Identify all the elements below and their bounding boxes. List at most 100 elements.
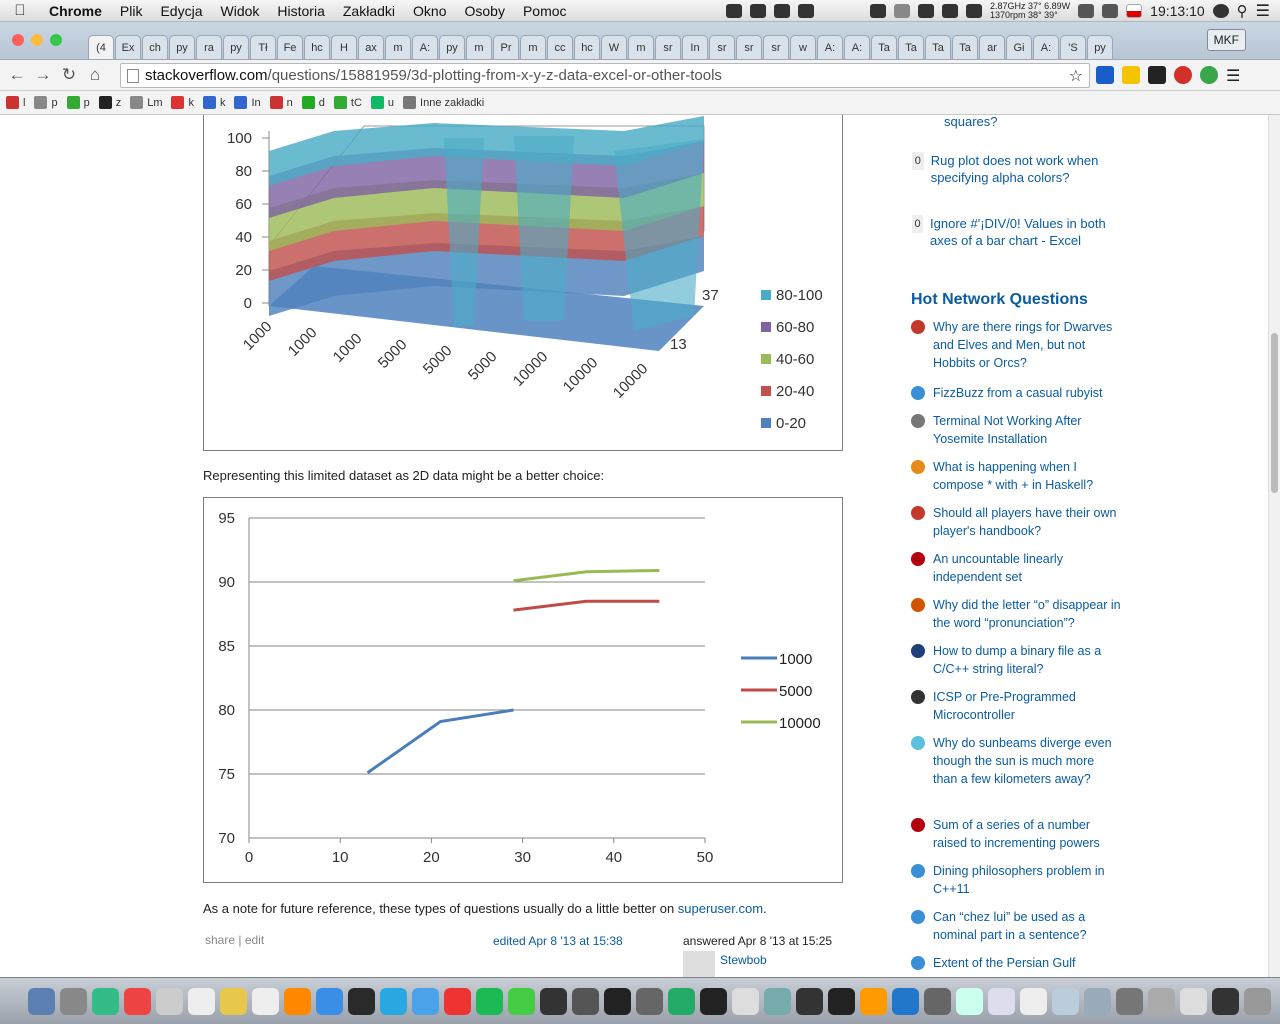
dock-app-icon[interactable] bbox=[700, 987, 727, 1015]
bookmark-item[interactable]: z bbox=[98, 96, 121, 109]
tab[interactable]: py bbox=[169, 35, 195, 59]
dock-app-icon[interactable] bbox=[988, 987, 1015, 1015]
dock-app-icon[interactable] bbox=[1020, 987, 1047, 1015]
dock-app-icon[interactable] bbox=[92, 987, 119, 1015]
dock-app-icon[interactable] bbox=[860, 987, 887, 1015]
tab[interactable]: Ex bbox=[115, 35, 141, 59]
bookmark-item[interactable]: In bbox=[234, 96, 261, 109]
tab[interactable]: A: bbox=[844, 35, 870, 59]
tab[interactable]: Ta bbox=[925, 35, 951, 59]
user-link[interactable]: Stewbob bbox=[720, 953, 767, 967]
menu-zakladki[interactable]: Zakładki bbox=[342, 2, 396, 19]
dock-app-icon[interactable] bbox=[508, 987, 535, 1015]
tab[interactable]: m bbox=[520, 35, 546, 59]
dock-app-icon[interactable] bbox=[732, 987, 759, 1015]
bookmark-item[interactable]: d bbox=[301, 96, 325, 109]
dock-app-icon[interactable] bbox=[828, 987, 855, 1015]
hot-question-link[interactable]: Sum of a series of a number raised to in… bbox=[933, 818, 1100, 850]
tab[interactable]: m bbox=[628, 35, 654, 59]
hot-network-questions-title[interactable]: Hot Network Questions bbox=[911, 291, 1088, 308]
status-icon-5[interactable] bbox=[869, 3, 886, 18]
status-icon-2[interactable] bbox=[749, 3, 766, 18]
tab[interactable]: hc bbox=[574, 35, 600, 59]
page-scrollbar[interactable] bbox=[1268, 115, 1280, 977]
tab[interactable]: py bbox=[223, 35, 249, 59]
tab[interactable]: ra bbox=[196, 35, 222, 59]
dock-app-icon[interactable] bbox=[1148, 987, 1175, 1015]
status-icon-3[interactable] bbox=[773, 3, 790, 18]
notifications-icon[interactable]: ☰ bbox=[1255, 2, 1270, 20]
tab[interactable]: 'S bbox=[1060, 35, 1086, 59]
menu-pomoc[interactable]: Pomoc bbox=[522, 2, 567, 19]
menu-plik[interactable]: Plik bbox=[119, 2, 143, 19]
profile-button[interactable]: MKF bbox=[1206, 29, 1246, 51]
bookmark-item[interactable]: tC bbox=[333, 96, 362, 109]
dock-app-icon[interactable] bbox=[156, 987, 183, 1015]
hot-question-link[interactable]: How to dump a binary file as a C/C++ str… bbox=[933, 644, 1102, 676]
bookmark-item[interactable]: n bbox=[269, 96, 293, 109]
dock-app-icon[interactable] bbox=[28, 987, 55, 1015]
tab[interactable]: (4 bbox=[88, 35, 114, 59]
bookmark-item[interactable]: l bbox=[6, 96, 25, 109]
menu-osoby[interactable]: Osoby bbox=[464, 2, 505, 19]
superuser-link[interactable]: superuser.com bbox=[677, 901, 764, 916]
dock-app-icon[interactable] bbox=[284, 987, 311, 1015]
tab[interactable]: Tł bbox=[250, 35, 276, 59]
avatar[interactable] bbox=[683, 951, 715, 977]
hot-question-link[interactable]: Why do sunbeams diverge even though the … bbox=[933, 736, 1112, 786]
zoom-window-button[interactable] bbox=[50, 34, 62, 46]
dock-app-icon[interactable] bbox=[668, 987, 695, 1015]
minimize-window-button[interactable] bbox=[31, 34, 43, 46]
status-icon-4[interactable] bbox=[797, 3, 814, 18]
related-question-link[interactable]: squares? bbox=[944, 115, 998, 129]
hot-question-link[interactable]: ICSP or Pre-Programmed Microcontroller bbox=[933, 690, 1076, 722]
dock-app-icon[interactable] bbox=[1212, 987, 1239, 1015]
edited-timestamp[interactable]: edited Apr 8 '13 at 15:38 bbox=[493, 934, 623, 948]
tab[interactable]: py bbox=[439, 35, 465, 59]
dock-app-icon[interactable] bbox=[636, 987, 663, 1015]
edit-link[interactable]: edit bbox=[244, 933, 265, 947]
status-icon-7[interactable] bbox=[941, 3, 958, 18]
tab[interactable]: sr bbox=[736, 35, 762, 59]
tab[interactable]: w bbox=[790, 35, 816, 59]
dock-app-icon[interactable] bbox=[1116, 987, 1143, 1015]
tab[interactable]: Gi bbox=[1006, 35, 1032, 59]
dock-app-icon[interactable] bbox=[188, 987, 215, 1015]
tab[interactable]: H bbox=[331, 35, 357, 59]
spotlight-icon[interactable]: ⚲ bbox=[1236, 2, 1248, 20]
related-question-link[interactable]: Ignore #'¡DIV/0! Values in both axes of … bbox=[930, 216, 1106, 248]
tab[interactable]: ar bbox=[979, 35, 1005, 59]
hot-question-link[interactable]: Why did the letter “o” disappear in the … bbox=[933, 598, 1121, 630]
shield-icon[interactable] bbox=[893, 3, 910, 18]
tab[interactable]: m bbox=[385, 35, 411, 59]
tab[interactable]: ax bbox=[358, 35, 384, 59]
tab[interactable]: Fe bbox=[277, 35, 303, 59]
tab[interactable]: A: bbox=[412, 35, 438, 59]
menu-historia[interactable]: Historia bbox=[277, 2, 325, 19]
tab[interactable]: Ta bbox=[871, 35, 897, 59]
volume-icon[interactable] bbox=[1102, 3, 1119, 18]
dock-app-icon[interactable] bbox=[1244, 987, 1271, 1015]
tab[interactable]: Pr bbox=[493, 35, 519, 59]
tab[interactable]: A: bbox=[1033, 35, 1059, 59]
bookmark-item[interactable]: p bbox=[34, 96, 58, 109]
bookmark-item[interactable]: k bbox=[171, 96, 194, 109]
dock-app-icon[interactable] bbox=[124, 987, 151, 1015]
hot-question-link[interactable]: Extent of the Persian Gulf bbox=[933, 956, 1076, 970]
bookmark-item[interactable]: u bbox=[370, 96, 394, 109]
hot-question-link[interactable]: Dining philosophers problem in C++11 bbox=[933, 864, 1105, 896]
tab[interactable]: ch bbox=[142, 35, 168, 59]
istat-readout[interactable]: 2.87GHz 37° 6.89W 1370rpm 38° 39° bbox=[989, 0, 1071, 20]
wifi-icon[interactable] bbox=[1078, 3, 1095, 18]
related-question-link[interactable]: Rug plot does not work when specifying a… bbox=[930, 153, 1099, 185]
bookmark-item[interactable]: k bbox=[202, 96, 225, 109]
dock-app-icon[interactable] bbox=[796, 987, 823, 1015]
dock-app-icon[interactable] bbox=[1052, 987, 1079, 1015]
extension-green-icon[interactable] bbox=[1200, 66, 1218, 84]
hot-question-link[interactable]: What is happening when I compose * with … bbox=[933, 460, 1094, 492]
scrollbar-thumb[interactable] bbox=[1271, 333, 1278, 493]
tab[interactable]: sr bbox=[655, 35, 681, 59]
dock-app-icon[interactable] bbox=[412, 987, 439, 1015]
hot-question-link[interactable]: Why are there rings for Dwarves and Elve… bbox=[933, 320, 1113, 370]
dock-app-icon[interactable] bbox=[348, 987, 375, 1015]
